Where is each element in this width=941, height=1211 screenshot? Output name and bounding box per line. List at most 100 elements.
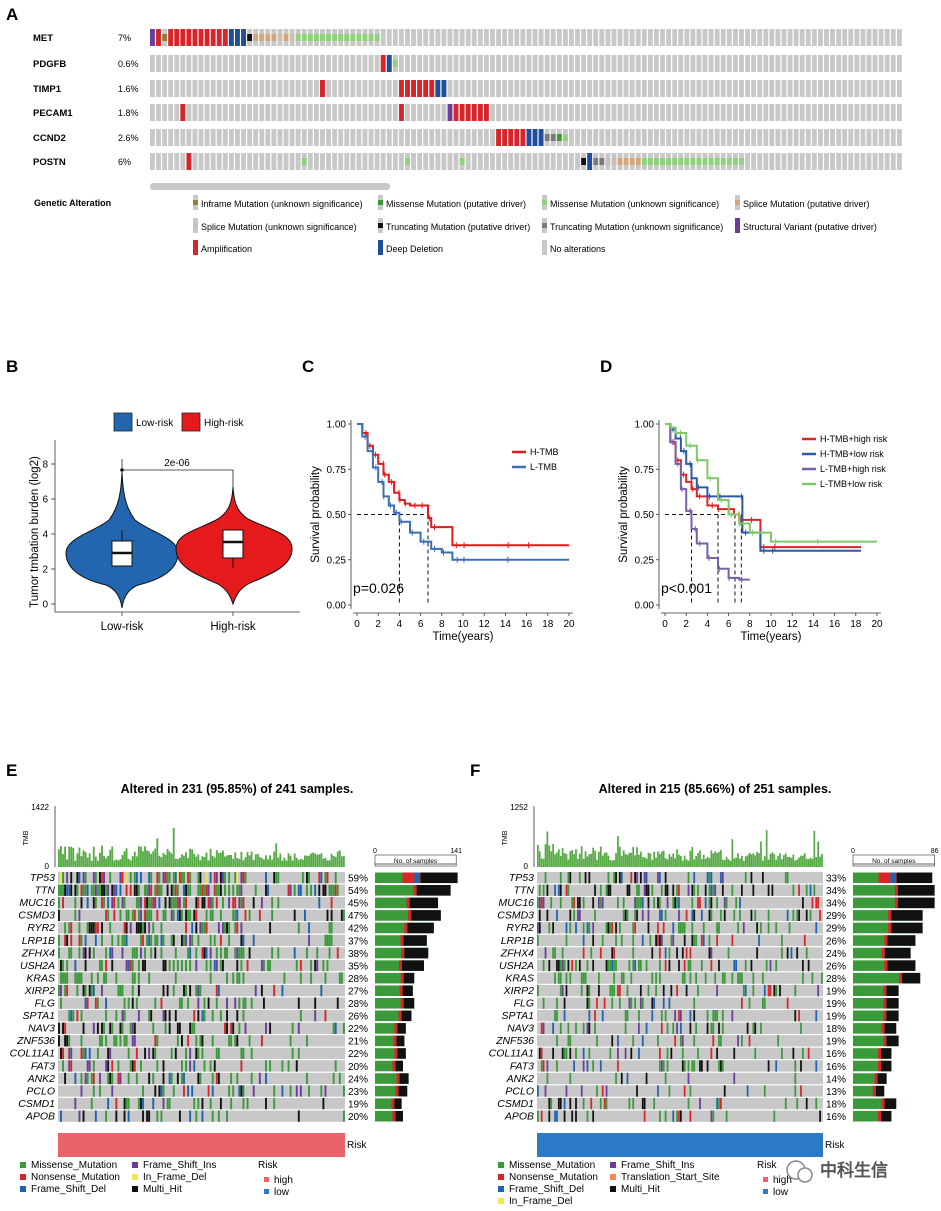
mutation-cell: [567, 1022, 570, 1034]
tmb-bar: [540, 858, 543, 867]
gene-label-flg: FLG: [35, 998, 55, 1010]
mutation-cell: [720, 872, 722, 884]
mutation-cell: [215, 872, 218, 884]
mutation-cell: [586, 1022, 589, 1034]
mutation-cell: [101, 984, 103, 997]
mutation-cell: [168, 1097, 171, 1110]
sample-cell: [447, 55, 453, 72]
mutation-cell: [135, 947, 138, 959]
sample-cell: [678, 80, 684, 97]
mutation-cell: [273, 1097, 276, 1110]
mutation-cell: [80, 884, 83, 896]
legend-swatch: [610, 1162, 616, 1168]
sample-cell: [441, 29, 447, 46]
legend-label: Missense_Mutation: [509, 1160, 595, 1171]
legend-label: Inframe Mutation (unknown significance): [201, 199, 363, 209]
watermark-text: 中科生信: [820, 1160, 888, 1181]
mutation-cell: [131, 997, 134, 1009]
sample-cell: [496, 55, 502, 72]
gene-pct: 26%: [348, 1012, 368, 1023]
sample-cell: [180, 129, 186, 146]
sample-cell: [641, 104, 647, 121]
mutation-cell: [121, 947, 124, 959]
tmb-bar: [301, 859, 304, 867]
sample-cell: [757, 153, 763, 170]
tmb-bar: [109, 849, 112, 867]
mutation-cell: [232, 1022, 235, 1034]
mutation-cell: [638, 1022, 640, 1034]
sample-cell: [763, 55, 769, 72]
sample-cell: [811, 80, 817, 97]
mutation-cell: [60, 1047, 62, 1060]
sample-cell: [720, 129, 726, 146]
legend-swatch: [378, 200, 383, 205]
gene-row-bg: [58, 997, 345, 1009]
mutation-cell: [775, 922, 778, 934]
sample-cell: [429, 129, 435, 146]
sample-cell: [654, 129, 659, 146]
tmb-bar: [283, 857, 286, 867]
sample-cell: [174, 153, 180, 170]
mutation-cell: [121, 934, 124, 947]
mutation-cell: [187, 909, 190, 921]
tmb-bar: [127, 858, 130, 867]
mutation-cell: [217, 984, 220, 997]
mutation-cell: [133, 1060, 136, 1072]
sample-cell: [575, 29, 580, 46]
mutation-cell: [168, 1022, 171, 1034]
mutation-cell: [672, 1110, 675, 1122]
mutation-cell: [601, 897, 604, 909]
mutation-cell: [326, 934, 329, 947]
sample-cell: [842, 29, 848, 46]
sample-cell: [702, 55, 708, 72]
tmb-bar: [154, 848, 157, 867]
side-bar-nonsense: [894, 897, 898, 909]
tmb-bar: [571, 850, 574, 867]
mutation-cell: [107, 1047, 110, 1060]
mutation-cell: [222, 897, 224, 909]
mutation-cell: [148, 872, 151, 884]
alteration-cell: [380, 55, 386, 72]
sample-cell: [866, 80, 872, 97]
x-tick-label: 20: [871, 619, 883, 630]
mutation-cell: [215, 947, 218, 959]
mutation-cell: [62, 884, 64, 896]
sample-cell: [836, 104, 842, 121]
tmb-bar: [815, 857, 818, 867]
scrollbar[interactable]: [150, 183, 390, 190]
mutation-cell: [123, 934, 126, 947]
mutation-cell: [154, 884, 157, 896]
mutation-cell: [700, 934, 703, 947]
sample-cell: [654, 104, 659, 121]
sample-cell: [672, 104, 678, 121]
mutation-cell: [655, 972, 657, 984]
sample-cell: [332, 55, 338, 72]
mutation-cell: [586, 1110, 589, 1122]
sample-cell: [599, 55, 605, 72]
sample-cell: [793, 153, 799, 170]
mutation-cell: [166, 1097, 169, 1110]
tmb-bar: [630, 852, 633, 867]
km-curve-l-tmb-high-risk: [665, 423, 750, 581]
side-bar-multihit: [887, 935, 916, 946]
y-tick-label: 0.25: [635, 555, 655, 566]
mutation-cell: [611, 997, 614, 1009]
tmb-bar: [121, 854, 124, 867]
legend-label: Missense Mutation (putative driver): [386, 199, 526, 209]
alteration-cell: [235, 29, 240, 46]
mutation-cell: [236, 1072, 239, 1085]
mutation-cell: [714, 158, 720, 165]
mutation-cell: [211, 897, 214, 909]
mutation-cell: [58, 909, 60, 921]
sample-cell: [623, 55, 629, 72]
mutation-cell: [647, 922, 650, 934]
mutation-cell: [632, 959, 635, 972]
mutation-cell: [330, 897, 333, 909]
mutation-cell: [94, 884, 97, 896]
sample-cell: [526, 29, 532, 46]
mutation-cell: [718, 1035, 720, 1047]
mutation-cell: [185, 959, 187, 972]
mutation-cell: [176, 884, 179, 896]
mutation-cell: [330, 934, 333, 947]
mutation-cell: [127, 1047, 130, 1060]
